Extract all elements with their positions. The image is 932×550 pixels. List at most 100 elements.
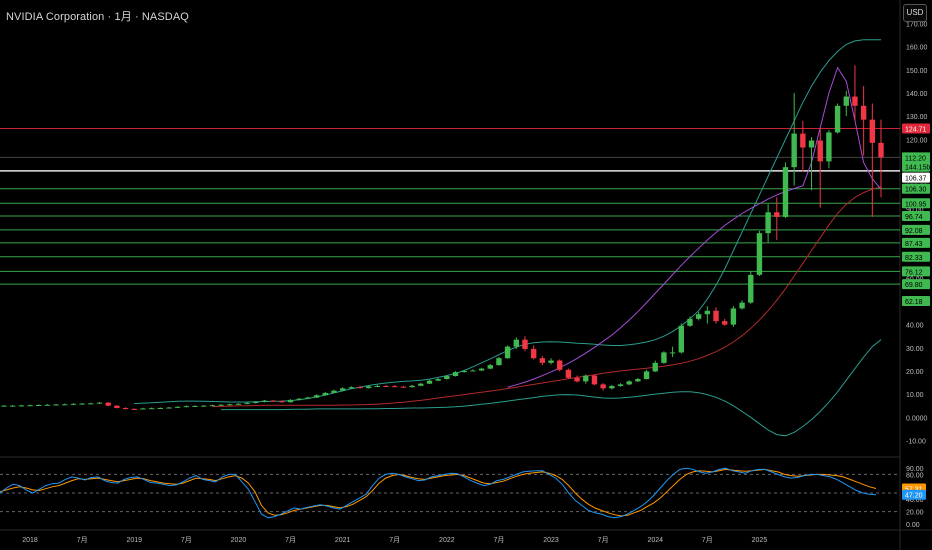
candle-body bbox=[539, 358, 546, 363]
candle-body bbox=[18, 405, 25, 407]
candle-body bbox=[557, 360, 563, 370]
candle-body bbox=[244, 402, 250, 404]
candle-body bbox=[643, 371, 650, 380]
price-label: 62.18 bbox=[905, 299, 923, 306]
candle-body bbox=[774, 212, 780, 217]
osc-y-tick-label: 0.00 bbox=[906, 522, 920, 529]
price-label-box bbox=[902, 123, 930, 134]
candle-body bbox=[739, 302, 745, 309]
bollinger-lower-line bbox=[221, 339, 882, 437]
candle-body bbox=[426, 380, 433, 384]
candle-body bbox=[209, 405, 216, 407]
candle-body bbox=[383, 386, 389, 387]
y-tick-label: 0.0000 bbox=[906, 415, 928, 422]
price-label: 144.15b bbox=[905, 165, 930, 172]
candle-body bbox=[279, 401, 285, 403]
y-tick-label: 30.00 bbox=[906, 346, 924, 353]
candle-body bbox=[687, 318, 693, 326]
candle-body bbox=[366, 386, 372, 389]
candle-body bbox=[148, 408, 155, 410]
y-tick-label: 170.00 bbox=[906, 22, 928, 29]
candle-body bbox=[192, 405, 198, 407]
currency-button[interactable]: USD bbox=[903, 4, 927, 22]
candle-body bbox=[695, 314, 702, 319]
candle-body bbox=[444, 376, 450, 380]
price-label-box bbox=[902, 161, 930, 172]
candle-body bbox=[548, 360, 554, 363]
osc-y-tick-label: 20.00 bbox=[906, 510, 924, 517]
y-tick-label: 160.00 bbox=[906, 45, 928, 52]
y-tick-label: 120.00 bbox=[906, 137, 928, 144]
candle-body bbox=[609, 386, 615, 389]
candle-body bbox=[183, 406, 190, 408]
x-tick-label: 7月 bbox=[702, 536, 713, 544]
candle-body bbox=[730, 308, 737, 325]
price-label-box bbox=[902, 172, 930, 183]
candle-body bbox=[487, 365, 493, 369]
candle-body bbox=[305, 397, 311, 399]
candle-body bbox=[635, 379, 641, 382]
candle-body bbox=[461, 370, 467, 373]
candle-body bbox=[756, 233, 763, 275]
candle-body bbox=[374, 386, 381, 387]
candle-body bbox=[765, 212, 771, 234]
candle-body bbox=[478, 368, 485, 371]
candle-body bbox=[817, 140, 823, 162]
candle-body bbox=[513, 339, 519, 347]
candle-body bbox=[114, 405, 120, 408]
candle-body bbox=[452, 372, 459, 377]
x-tick-label: 2023 bbox=[543, 537, 559, 544]
time-axis[interactable]: 2018 7月 2019 7月 2020 7月 2021 7月 2022 7月 2023 7月 2024… bbox=[22, 536, 767, 544]
price-label: 87.43 bbox=[905, 241, 923, 248]
y-tick-label: -10.00 bbox=[906, 438, 926, 445]
candle-body bbox=[860, 105, 867, 120]
candle-body bbox=[808, 140, 815, 148]
price-label-box bbox=[902, 296, 930, 307]
candle-body bbox=[522, 339, 528, 349]
x-tick-label: 2025 bbox=[752, 537, 768, 544]
x-tick-label: 2021 bbox=[335, 537, 351, 544]
candle-body bbox=[157, 408, 163, 409]
y-tick-label: 130.00 bbox=[906, 114, 928, 121]
x-tick-label: 7月 bbox=[181, 536, 192, 544]
candle-body bbox=[9, 405, 16, 407]
candle-body bbox=[669, 352, 676, 354]
chart-title: NVIDIA Corporation · 1月 · NASDAQ bbox=[6, 11, 189, 23]
osc-value-label: 47.20 bbox=[905, 493, 923, 500]
price-axis[interactable]: 170.00160.00150.00140.00130.00120.00110.… bbox=[902, 22, 930, 446]
level-layer bbox=[0, 127, 900, 285]
candle-body bbox=[652, 362, 658, 372]
price-label-box bbox=[902, 251, 930, 262]
candle-body bbox=[409, 385, 415, 388]
candle-body bbox=[218, 404, 224, 406]
candle-body bbox=[834, 105, 841, 133]
x-tick-label: 2022 bbox=[439, 537, 455, 544]
osc-value-box bbox=[902, 489, 926, 500]
x-tick-label: 7月 bbox=[77, 536, 88, 544]
candle-body bbox=[79, 403, 85, 405]
candle-body bbox=[227, 404, 233, 406]
price-label-box bbox=[902, 279, 930, 290]
candle-body bbox=[36, 404, 42, 406]
y-tick-label: 140.00 bbox=[906, 91, 928, 98]
candle-body bbox=[470, 370, 476, 372]
y-tick-label: 20.00 bbox=[906, 369, 924, 376]
x-tick-label: 7月 bbox=[598, 536, 609, 544]
price-label-box bbox=[902, 198, 930, 209]
candle-body bbox=[357, 387, 363, 389]
price-label-box bbox=[902, 266, 930, 277]
x-tick-label: 2018 bbox=[22, 537, 38, 544]
price-label-box bbox=[902, 211, 930, 222]
y-tick-label: 10.00 bbox=[906, 392, 924, 399]
candle-body bbox=[574, 377, 580, 382]
candle-body bbox=[348, 387, 355, 389]
candle-body bbox=[591, 375, 598, 385]
candle-body bbox=[44, 404, 51, 406]
candle-body bbox=[27, 405, 33, 407]
x-tick-label: 2020 bbox=[231, 537, 247, 544]
price-label-box bbox=[902, 224, 930, 235]
candle-body bbox=[313, 395, 320, 398]
y-tick-label: 90.00 bbox=[906, 207, 924, 214]
candle-body bbox=[166, 407, 172, 409]
